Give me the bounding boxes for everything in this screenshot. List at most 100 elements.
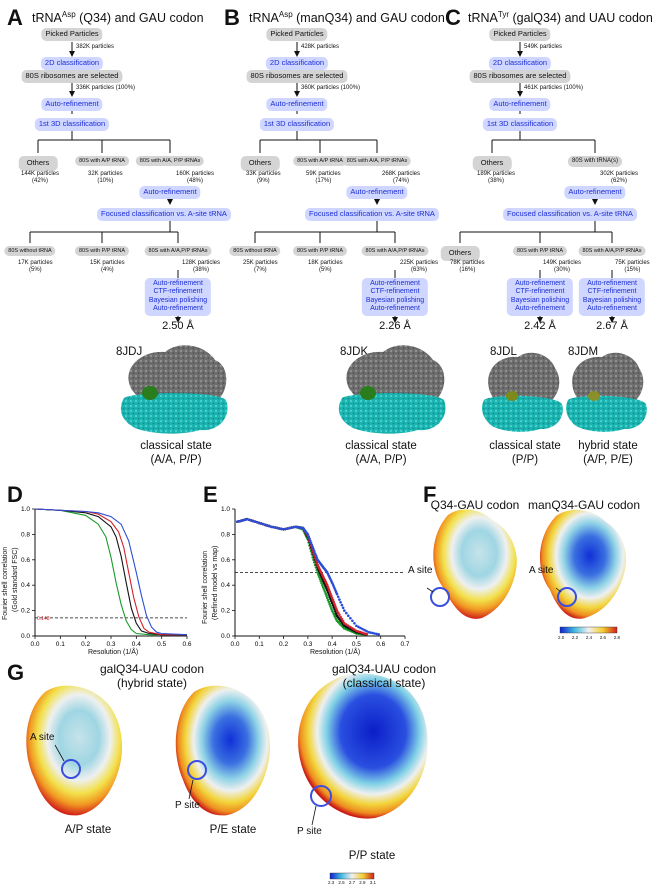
note-trna-c: 302K particles (62%) — [600, 171, 639, 184]
fsc-point-e — [347, 626, 350, 630]
fsc-point-e — [317, 575, 321, 578]
note-without-b: 25K particles (7%) — [243, 260, 278, 273]
fsc-point-e — [365, 632, 368, 636]
map-f-q34 — [433, 509, 517, 619]
color-scale-g — [329, 872, 375, 880]
fsc-point-e — [251, 519, 255, 523]
fsc-point-e — [328, 590, 332, 593]
fsc-point-e — [314, 554, 318, 557]
node-autoref-a: Auto-refinement — [41, 98, 103, 111]
fsc-point-e — [334, 605, 337, 608]
fsc-point-e — [309, 539, 312, 543]
node-selected-c: 80S ribosomes are selected — [469, 70, 571, 83]
state-label-pe: P/E state — [209, 824, 257, 836]
ribosome-8jdj — [120, 345, 228, 434]
node-2d-a: 2D classification — [40, 57, 104, 70]
x-tick-label-e: 0.2 — [279, 641, 288, 648]
fsc-point-e — [270, 525, 273, 529]
node-final-c2: Auto-refinement CTF-refinement Bayesian po… — [578, 278, 646, 316]
fsc-point-e — [355, 624, 358, 628]
fsc-point-e — [311, 545, 315, 549]
fsc-point-e — [339, 615, 342, 619]
x-tick-label-d: 0.3 — [106, 641, 115, 648]
panel-label-e: E — [203, 482, 218, 507]
fsc-point-e — [363, 628, 366, 632]
node-3d-b: 1st 3D classification — [259, 118, 335, 131]
fsc-point-e — [288, 526, 291, 530]
fsc-point-e — [330, 594, 333, 598]
node-final-a: Auto-refinement CTF-refinement Bayesian po… — [144, 278, 212, 316]
fsc-point-e — [324, 592, 328, 595]
fsc-point-e — [365, 629, 368, 633]
fsc-point-e — [321, 586, 325, 589]
fsc-point-e — [359, 630, 362, 634]
note-pp-b: 18K particles (5%) — [308, 260, 343, 273]
fsc-point-e — [349, 616, 352, 620]
x-tick-label-e: 0.4 — [328, 641, 337, 648]
fsc-series-e-3 — [236, 517, 381, 636]
node-final-c1: Auto-refinement CTF-refinement Bayesian po… — [506, 278, 574, 316]
node-aapp2-b: 80S with A/A,P/P tRNAs — [361, 246, 429, 257]
node-selected-a: 80S ribosomes are selected — [21, 70, 123, 83]
node-focused-c: Focused classification vs. A-site tRNA — [503, 208, 637, 221]
count-c-2: 461K particles (100%) — [524, 85, 584, 91]
node-without-b: 80S without tRNA — [229, 246, 281, 257]
map-f-manq34 — [539, 509, 626, 619]
fsc-line-d-3 — [34, 508, 188, 636]
a-site-label-g: A site — [30, 732, 55, 743]
fsc-point-e — [272, 525, 275, 529]
map-title-f1: Q34-GAU codon — [430, 498, 520, 512]
scale-ticks-g: 2.3 2.5 2.7 2.9 3.1 — [328, 880, 376, 885]
fsc-point-e — [357, 625, 360, 629]
fsc-point-e — [339, 601, 342, 604]
x-tick-label-e: 0.5 — [352, 641, 361, 648]
fsc-point-e — [268, 524, 271, 528]
fsc-point-e — [363, 632, 366, 635]
fsc-point-e — [341, 606, 345, 610]
node-picked-b: Picked Particles — [266, 28, 328, 41]
ribosome-8jdl — [482, 352, 563, 432]
fsc-point-e — [371, 631, 374, 635]
fsc-point-e — [315, 561, 319, 564]
fsc-point-e — [331, 598, 335, 602]
fsc-point-e — [353, 622, 356, 625]
fsc-point-e — [343, 624, 346, 628]
fsc-point-e — [377, 633, 381, 636]
fsc-point-e — [345, 625, 348, 629]
pdb-id-c1: 8JDL — [490, 346, 517, 358]
x-tick-label-d: 0.0 — [30, 641, 39, 648]
x-tick-label-e: 0.3 — [303, 641, 312, 648]
count-b-1: 428K particles — [301, 44, 340, 50]
node-final-b: Auto-refinement CTF-refinement Bayesian po… — [361, 278, 429, 316]
fsc-point-e — [345, 627, 348, 631]
note-aapp2-a: 128K particles (38%) — [182, 260, 221, 273]
ribosome-8jdk — [338, 345, 446, 434]
state-label-pp: P/P state — [348, 850, 396, 862]
resolution-c1: 2.42 Å — [524, 320, 556, 332]
note-aapp-b: 268K particles (74%) — [382, 171, 421, 184]
p-site-circle-g2 — [310, 785, 332, 807]
fsc-point-e — [260, 522, 263, 525]
p-site-label-g2: P site — [297, 826, 322, 837]
fsc-point-e — [343, 622, 346, 625]
fsc-point-e — [353, 628, 356, 631]
color-scale-f — [559, 626, 618, 634]
fsc-point-e — [310, 543, 314, 547]
node-aapp2-a: 80S with A/A,P/P tRNAs — [144, 246, 212, 257]
fsc-point-e — [262, 522, 265, 526]
node-autoref-b: Auto-refinement — [266, 98, 328, 111]
fsc-point-e — [329, 605, 332, 608]
fsc-point-e — [333, 603, 336, 606]
fsc-point-e — [334, 612, 338, 615]
fsc-point-e — [330, 607, 333, 610]
y-tick-label-d: 0.2 — [21, 608, 30, 615]
node-autoref2-a: Auto-refinement — [139, 186, 201, 199]
map-g-pe — [175, 685, 271, 816]
threshold-label-d: 0.143 — [37, 616, 50, 622]
node-selected-b: 80S ribosomes are selected — [246, 70, 348, 83]
fsc-point-e — [340, 603, 344, 607]
state-c1: classical state (P/P) — [489, 440, 561, 466]
node-focused-b: Focused classification vs. A-site tRNA — [305, 208, 439, 221]
node-picked-c: Picked Particles — [489, 28, 551, 41]
